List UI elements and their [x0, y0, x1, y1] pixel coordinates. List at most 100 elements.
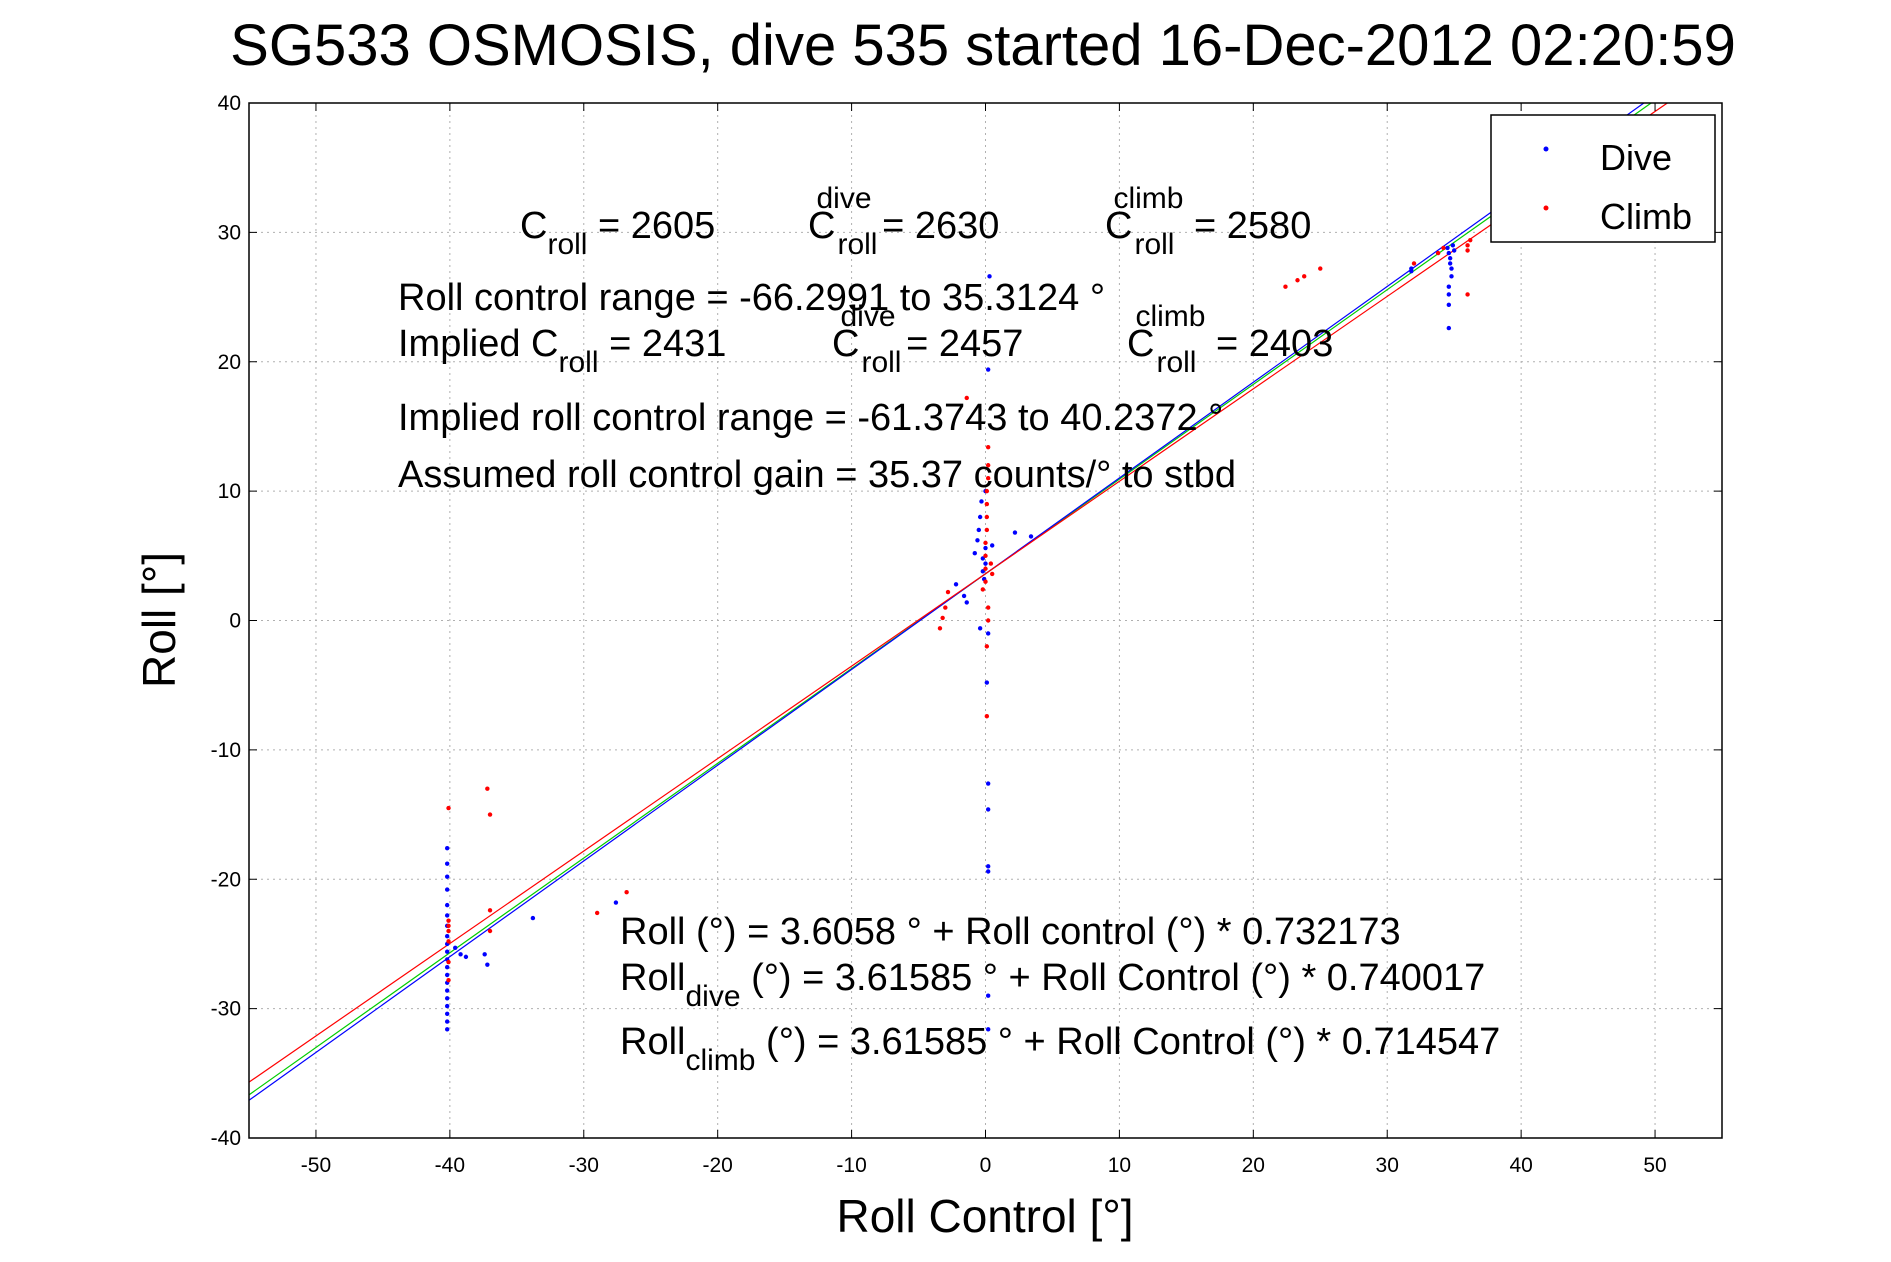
data-point-dive [1447, 261, 1453, 266]
data-point-dive [444, 887, 450, 892]
data-point-climb [485, 786, 490, 791]
data-point-climb [945, 589, 951, 595]
data-point-climb [1468, 237, 1473, 243]
data-point-dive [453, 945, 458, 951]
y-tick-label: 40 [218, 92, 241, 115]
data-point-dive [1446, 250, 1452, 256]
data-point-dive [1450, 243, 1456, 248]
data-point-dive [530, 915, 536, 921]
x-tick-label: -40 [435, 1154, 465, 1177]
data-point-dive [444, 902, 450, 908]
data-point-dive [977, 626, 983, 631]
data-point-dive [964, 600, 969, 605]
data-point-dive [976, 527, 982, 533]
data-point-dive [1446, 302, 1452, 308]
x-tick-label: -20 [703, 1154, 733, 1177]
data-point-climb [446, 939, 451, 944]
data-point-climb [446, 805, 451, 811]
legend-marker-climb [1543, 205, 1549, 211]
data-point-dive [1449, 274, 1454, 279]
data-point-climb [594, 910, 600, 916]
data-point-climb [985, 605, 991, 610]
y-tick-label: 30 [218, 221, 241, 244]
data-point-climb [985, 463, 991, 468]
data-point-climb [983, 566, 988, 571]
annotation-gain: Assumed roll control gain = 35.37 counts… [398, 454, 1236, 496]
x-tick-label: 50 [1643, 1154, 1666, 1177]
data-point-dive [972, 551, 977, 556]
data-point-climb [937, 626, 943, 631]
data-point-dive [482, 952, 487, 957]
data-point-dive [444, 1027, 450, 1032]
data-point-dive [989, 543, 995, 548]
data-point-climb [988, 561, 994, 566]
data-point-dive [444, 988, 450, 993]
data-point-climb [989, 571, 995, 577]
y-tick-label: 10 [218, 480, 241, 503]
data-point-dive [985, 864, 991, 869]
annotation-implied-range: Implied roll control range = -61.3743 to… [398, 397, 1223, 439]
x-tick-label: 10 [1108, 1154, 1131, 1177]
data-point-dive [444, 972, 450, 978]
data-point-dive [1447, 256, 1453, 261]
data-point-dive [985, 631, 991, 636]
data-point-dive [985, 993, 991, 998]
x-tick-label: -10 [836, 1154, 866, 1177]
x-tick-label: 0 [980, 1154, 992, 1177]
data-point-dive [1445, 245, 1450, 251]
x-tick-label: -50 [301, 1154, 331, 1177]
chart-title: SG533 OSMOSIS, dive 535 started 16-Dec-2… [230, 13, 1736, 78]
legend: Dive Climb [1490, 114, 1716, 243]
fit-line [249, 103, 1669, 1083]
data-point-climb [624, 889, 629, 895]
data-point-climb [1302, 274, 1307, 279]
annotation-implied-c-roll-dive: Crolldive = 2457 [832, 300, 1023, 379]
data-point-climb [446, 959, 451, 965]
annotation-c-roll: Croll = 2605 [520, 205, 715, 261]
data-point-dive [979, 499, 984, 504]
data-point-climb [1465, 248, 1470, 253]
data-point-dive [975, 538, 980, 543]
data-point-dive [1446, 284, 1452, 289]
data-point-climb [446, 928, 451, 934]
data-point-climb [943, 605, 948, 610]
data-point-dive [985, 869, 991, 874]
data-points [444, 237, 1473, 1032]
annotation-c-roll-climb: Crollclimb = 2580 [1105, 182, 1311, 261]
annotation-implied-c-roll-climb: Crollclimb = 2403 [1127, 300, 1333, 379]
y-tick-label: -20 [211, 868, 241, 891]
data-point-dive [985, 367, 991, 372]
data-point-dive [444, 913, 450, 918]
x-axis-title: Roll Control [°] [836, 1190, 1133, 1242]
data-point-dive [1028, 534, 1034, 539]
data-point-dive [458, 952, 463, 957]
data-point-climb [983, 553, 988, 559]
x-tick-label: 30 [1376, 1154, 1399, 1177]
data-point-dive [1446, 292, 1452, 297]
data-point-climb [984, 514, 990, 520]
data-point-dive [984, 680, 990, 685]
data-point-climb [1435, 250, 1441, 256]
data-point-dive [613, 900, 619, 905]
data-point-dive [444, 996, 450, 1001]
y-tick-label: 0 [229, 610, 241, 633]
data-point-dive [1446, 325, 1452, 331]
data-point-climb [984, 501, 990, 507]
data-point-dive [444, 874, 450, 879]
data-point-climb [984, 527, 990, 533]
data-point-climb [980, 587, 986, 592]
x-tick-label: 20 [1242, 1154, 1265, 1177]
y-axis-title: Roll [°] [133, 552, 185, 688]
data-point-climb [984, 488, 990, 494]
data-point-dive [985, 807, 991, 812]
data-point-dive [444, 861, 450, 866]
data-point-dive [444, 933, 450, 939]
data-point-climb [487, 812, 493, 817]
fit-lines [249, 103, 1669, 1101]
data-point-dive [485, 962, 490, 967]
grid-lines [249, 102, 1722, 1139]
data-point-climb [1283, 284, 1288, 289]
annotation-fit: Roll (°) = 3.6058 ° + Roll control (°) *… [620, 911, 1401, 953]
data-point-climb [1465, 292, 1470, 297]
